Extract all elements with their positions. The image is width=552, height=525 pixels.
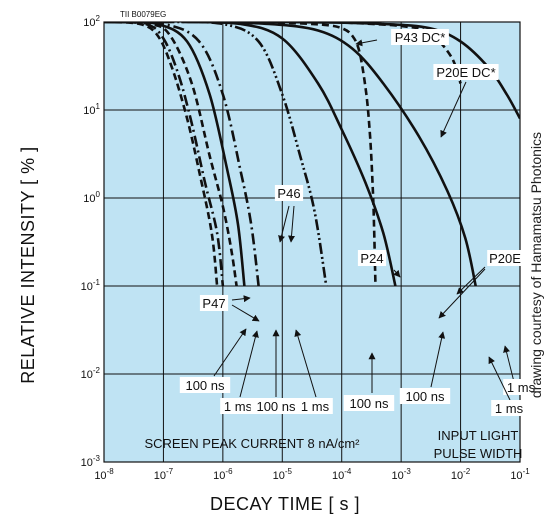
annotation-arrow — [231, 295, 251, 303]
annotation-label-bg — [297, 398, 333, 414]
annotation-label: PULSE WIDTH — [434, 446, 523, 461]
annotation-label: INPUT LIGHT — [438, 428, 519, 443]
x-tick-label: 10-7 — [154, 467, 174, 482]
annotation-label-bg — [179, 377, 231, 393]
annotation-label-bg — [250, 398, 302, 414]
x-tick-label: 10-5 — [273, 467, 293, 482]
annotation-arrow — [503, 345, 515, 383]
y-tick-label: 100 — [83, 190, 100, 205]
annotation-label-bg — [399, 388, 451, 404]
annotation-label-bg — [491, 400, 527, 416]
annotation-arrow — [288, 205, 296, 243]
annotation-label-bg — [343, 395, 395, 411]
annotation-label-bg — [433, 64, 499, 80]
series-line-6 — [163, 22, 328, 287]
annotation-arrow — [488, 356, 511, 401]
x-axis-label: DECAY TIME [ s ] — [210, 494, 361, 514]
annotation-label-bg — [503, 379, 539, 395]
x-tick-label: 10-8 — [94, 467, 114, 482]
y-tick-label: 101 — [83, 102, 100, 117]
x-tick-label: 10-6 — [213, 467, 233, 482]
annotation-label: P43 DC* — [395, 30, 446, 45]
series-line-9 — [199, 22, 477, 287]
annotation-arrow — [294, 329, 317, 398]
annotation-label-bg — [391, 29, 449, 45]
annotation-label-bg — [220, 398, 256, 414]
annotation-label: P46 — [277, 186, 300, 201]
annotation-arrow — [231, 304, 260, 322]
annotation-arrow — [440, 81, 467, 138]
series-line-1 — [104, 22, 219, 287]
annotation-label: 100 ns — [405, 389, 445, 404]
annotation-arrow — [355, 39, 378, 47]
x-tick-label: 10-4 — [332, 467, 352, 482]
annotation-label: SCREEN PEAK CURRENT 8 nA/cm² — [144, 436, 360, 451]
annotation-label: 1 ms — [495, 401, 524, 416]
annotation-label: P20E — [489, 251, 521, 266]
annotation-label: 1 ms — [224, 399, 253, 414]
series-line-8 — [222, 22, 377, 287]
annotation-label: 100 ns — [185, 378, 225, 393]
credit-text: drawing courtesy of Hamamatsu Photonics — [528, 131, 544, 399]
annotation-label: P20E DC* — [436, 65, 495, 80]
annotation-label-bg — [274, 185, 304, 201]
annotation-label-bg — [199, 295, 229, 311]
annotation-arrow — [239, 330, 259, 398]
x-tick-label: 10-3 — [391, 467, 411, 482]
figure-code: TII B0079EG — [120, 10, 166, 19]
series-line-5 — [110, 22, 260, 287]
annotation-arrow — [213, 328, 247, 377]
annotation-label: P47 — [202, 296, 225, 311]
x-tick-label: 10-2 — [451, 467, 471, 482]
y-tick-label: 10-3 — [81, 454, 101, 469]
y-tick-label: 10-1 — [81, 278, 101, 293]
annotation-label: 100 ns — [256, 399, 296, 414]
annotation-arrow — [430, 331, 446, 388]
plot-area — [103, 21, 521, 463]
annotation-arrow — [456, 266, 486, 295]
x-tick-label: 10-1 — [510, 467, 530, 482]
annotation-label-bg — [487, 250, 523, 266]
annotation-arrow — [393, 269, 401, 278]
annotation-label: 1 ms — [301, 399, 330, 414]
annotation-arrow — [278, 205, 290, 243]
annotation-label-bg — [357, 250, 387, 266]
y-tick-label: 10-2 — [81, 366, 101, 381]
series-line-7 — [181, 22, 397, 287]
annotation-label: 1 ms — [507, 380, 536, 395]
y-axis-label: RELATIVE INTENSITY [ % ] — [18, 146, 38, 384]
annotation-label: 100 ns — [349, 396, 389, 411]
annotation-label: P24 — [360, 251, 383, 266]
y-tick-label: 102 — [83, 14, 100, 29]
